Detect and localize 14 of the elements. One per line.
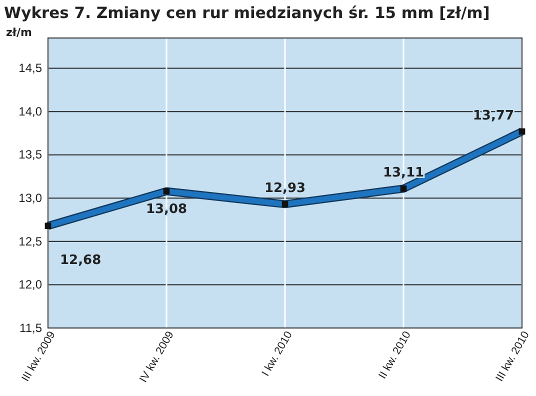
data-label: 13,08 (146, 202, 188, 218)
y-tick-label: 13,5 (18, 148, 42, 162)
y-tick-label: 13,0 (18, 190, 42, 205)
y-axis-title: zł/m (6, 26, 32, 39)
data-label: 12,68 (60, 252, 102, 268)
data-label: 12,93 (264, 181, 306, 196)
data-label: 13,77 (472, 108, 514, 124)
y-tick-label: 14,5 (18, 61, 42, 76)
y-tick-label: 12,5 (18, 234, 42, 248)
chart-title: Wykres 7. Zmiany cen rur miedzianych śr. 15 mm [zł/m] (4, 4, 490, 22)
y-tick-label: 12,0 (18, 278, 42, 292)
data-label: 13,11 (382, 166, 424, 181)
y-tick-label: 11,5 (20, 320, 42, 335)
y-tick-label: 14,0 (18, 104, 42, 118)
